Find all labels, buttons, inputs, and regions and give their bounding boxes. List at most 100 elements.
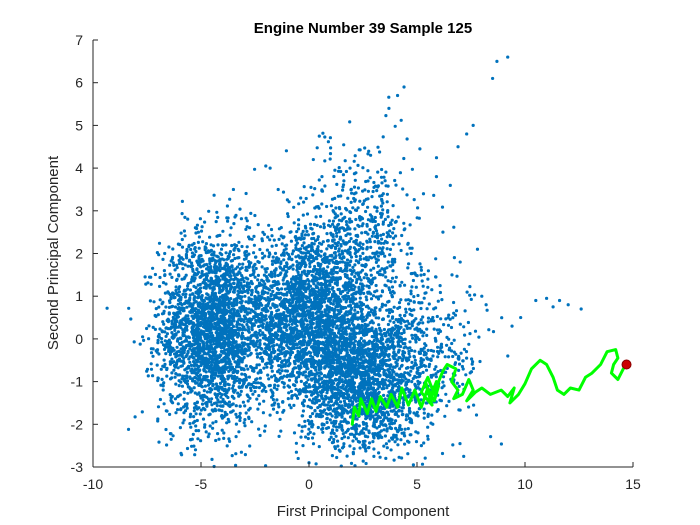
scatter-point: [176, 330, 180, 334]
scatter-point: [298, 313, 302, 317]
scatter-point: [186, 385, 190, 389]
scatter-point: [208, 390, 212, 394]
scatter-point: [299, 281, 303, 285]
scatter-point: [303, 358, 307, 363]
scatter-point: [302, 269, 306, 273]
scatter-point: [209, 295, 213, 299]
scatter-point: [193, 271, 197, 276]
scatter-point: [165, 367, 169, 372]
scatter-point: [175, 345, 179, 349]
scatter-point: [167, 311, 171, 315]
scatter-point: [392, 305, 396, 309]
scatter-point: [205, 366, 210, 370]
scatter-point: [234, 297, 238, 301]
scatter-point: [189, 438, 193, 442]
scatter-point: [270, 339, 274, 343]
scatter-point: [319, 330, 323, 334]
scatter-point: [216, 321, 220, 325]
scatter-point: [360, 312, 364, 316]
scatter-point: [314, 293, 318, 297]
scatter-point: [280, 253, 284, 257]
scatter-point: [182, 379, 186, 383]
scatter-point: [206, 397, 211, 401]
scatter-point: [213, 392, 217, 396]
scatter-point: [143, 275, 147, 279]
scatter-point: [183, 409, 188, 413]
scatter-point: [336, 316, 340, 320]
scatter-point: [311, 292, 315, 296]
scatter-point: [183, 215, 187, 219]
scatter-point: [252, 234, 256, 238]
scatter-point: [127, 306, 131, 310]
scatter-point: [362, 276, 366, 280]
scatter-point: [232, 316, 236, 320]
scatter-point: [248, 396, 252, 400]
scatter-point: [210, 325, 214, 329]
scatter-point: [294, 255, 298, 259]
scatter-point: [208, 341, 213, 345]
scatter-point: [168, 393, 172, 397]
scatter-point: [170, 304, 175, 308]
scatter-point: [246, 399, 250, 403]
scatter-point: [324, 292, 328, 296]
scatter-point: [303, 265, 307, 269]
scatter-point: [182, 418, 186, 422]
scatter-point: [279, 343, 283, 347]
scatter-point: [286, 212, 290, 216]
scatter-point: [290, 257, 294, 261]
scatter-point: [202, 389, 206, 393]
scatter-point: [223, 383, 227, 388]
scatter-point: [271, 347, 275, 351]
scatter-point: [217, 400, 221, 404]
scatter-point: [291, 370, 295, 374]
scatter-point: [162, 269, 166, 273]
scatter-point: [227, 357, 231, 361]
scatter-point: [205, 404, 209, 408]
scatter-point: [289, 326, 293, 330]
scatter-point: [333, 292, 337, 296]
scatter-point: [203, 384, 207, 388]
scatter-point: [185, 406, 189, 410]
scatter-point: [238, 306, 242, 310]
scatter-point: [209, 279, 213, 283]
scatter-point: [191, 269, 195, 273]
scatter-point: [193, 453, 197, 457]
scatter-point: [197, 246, 201, 250]
scatter-point: [373, 240, 377, 244]
scatter-point: [239, 389, 243, 393]
scatter-point: [339, 292, 343, 296]
scatter-point: [312, 282, 316, 286]
scatter-point: [296, 281, 300, 285]
scatter-point: [308, 294, 312, 298]
scatter-point: [236, 391, 240, 395]
scatter-point: [145, 369, 149, 373]
scatter-point: [178, 426, 182, 430]
scatter-point: [212, 376, 216, 380]
scatter-point: [260, 389, 264, 393]
scatter-point: [151, 325, 155, 329]
scatter-point: [245, 225, 249, 229]
scatter-point: [338, 336, 342, 340]
scatter-point: [288, 333, 292, 337]
scatter-point: [328, 307, 332, 311]
scatter-point: [334, 206, 338, 210]
scatter-point: [219, 288, 223, 292]
scatter-point: [377, 323, 381, 327]
scatter-point: [238, 418, 242, 423]
scatter-point: [283, 304, 287, 308]
scatter-point: [319, 249, 323, 253]
scatter-point: [185, 382, 190, 386]
scatter-point: [254, 320, 258, 324]
scatter-point: [208, 412, 212, 416]
scatter-point: [186, 364, 191, 368]
scatter-point: [211, 347, 215, 351]
scatter-point: [244, 307, 248, 311]
scatter-point: [243, 418, 247, 422]
scatter-point: [184, 319, 188, 323]
scatter-point: [295, 309, 299, 313]
scatter-point: [195, 326, 199, 331]
scatter-point: [214, 438, 218, 443]
scatter-point: [212, 193, 216, 197]
scatter-point: [320, 394, 324, 398]
scatter-point: [285, 262, 289, 266]
